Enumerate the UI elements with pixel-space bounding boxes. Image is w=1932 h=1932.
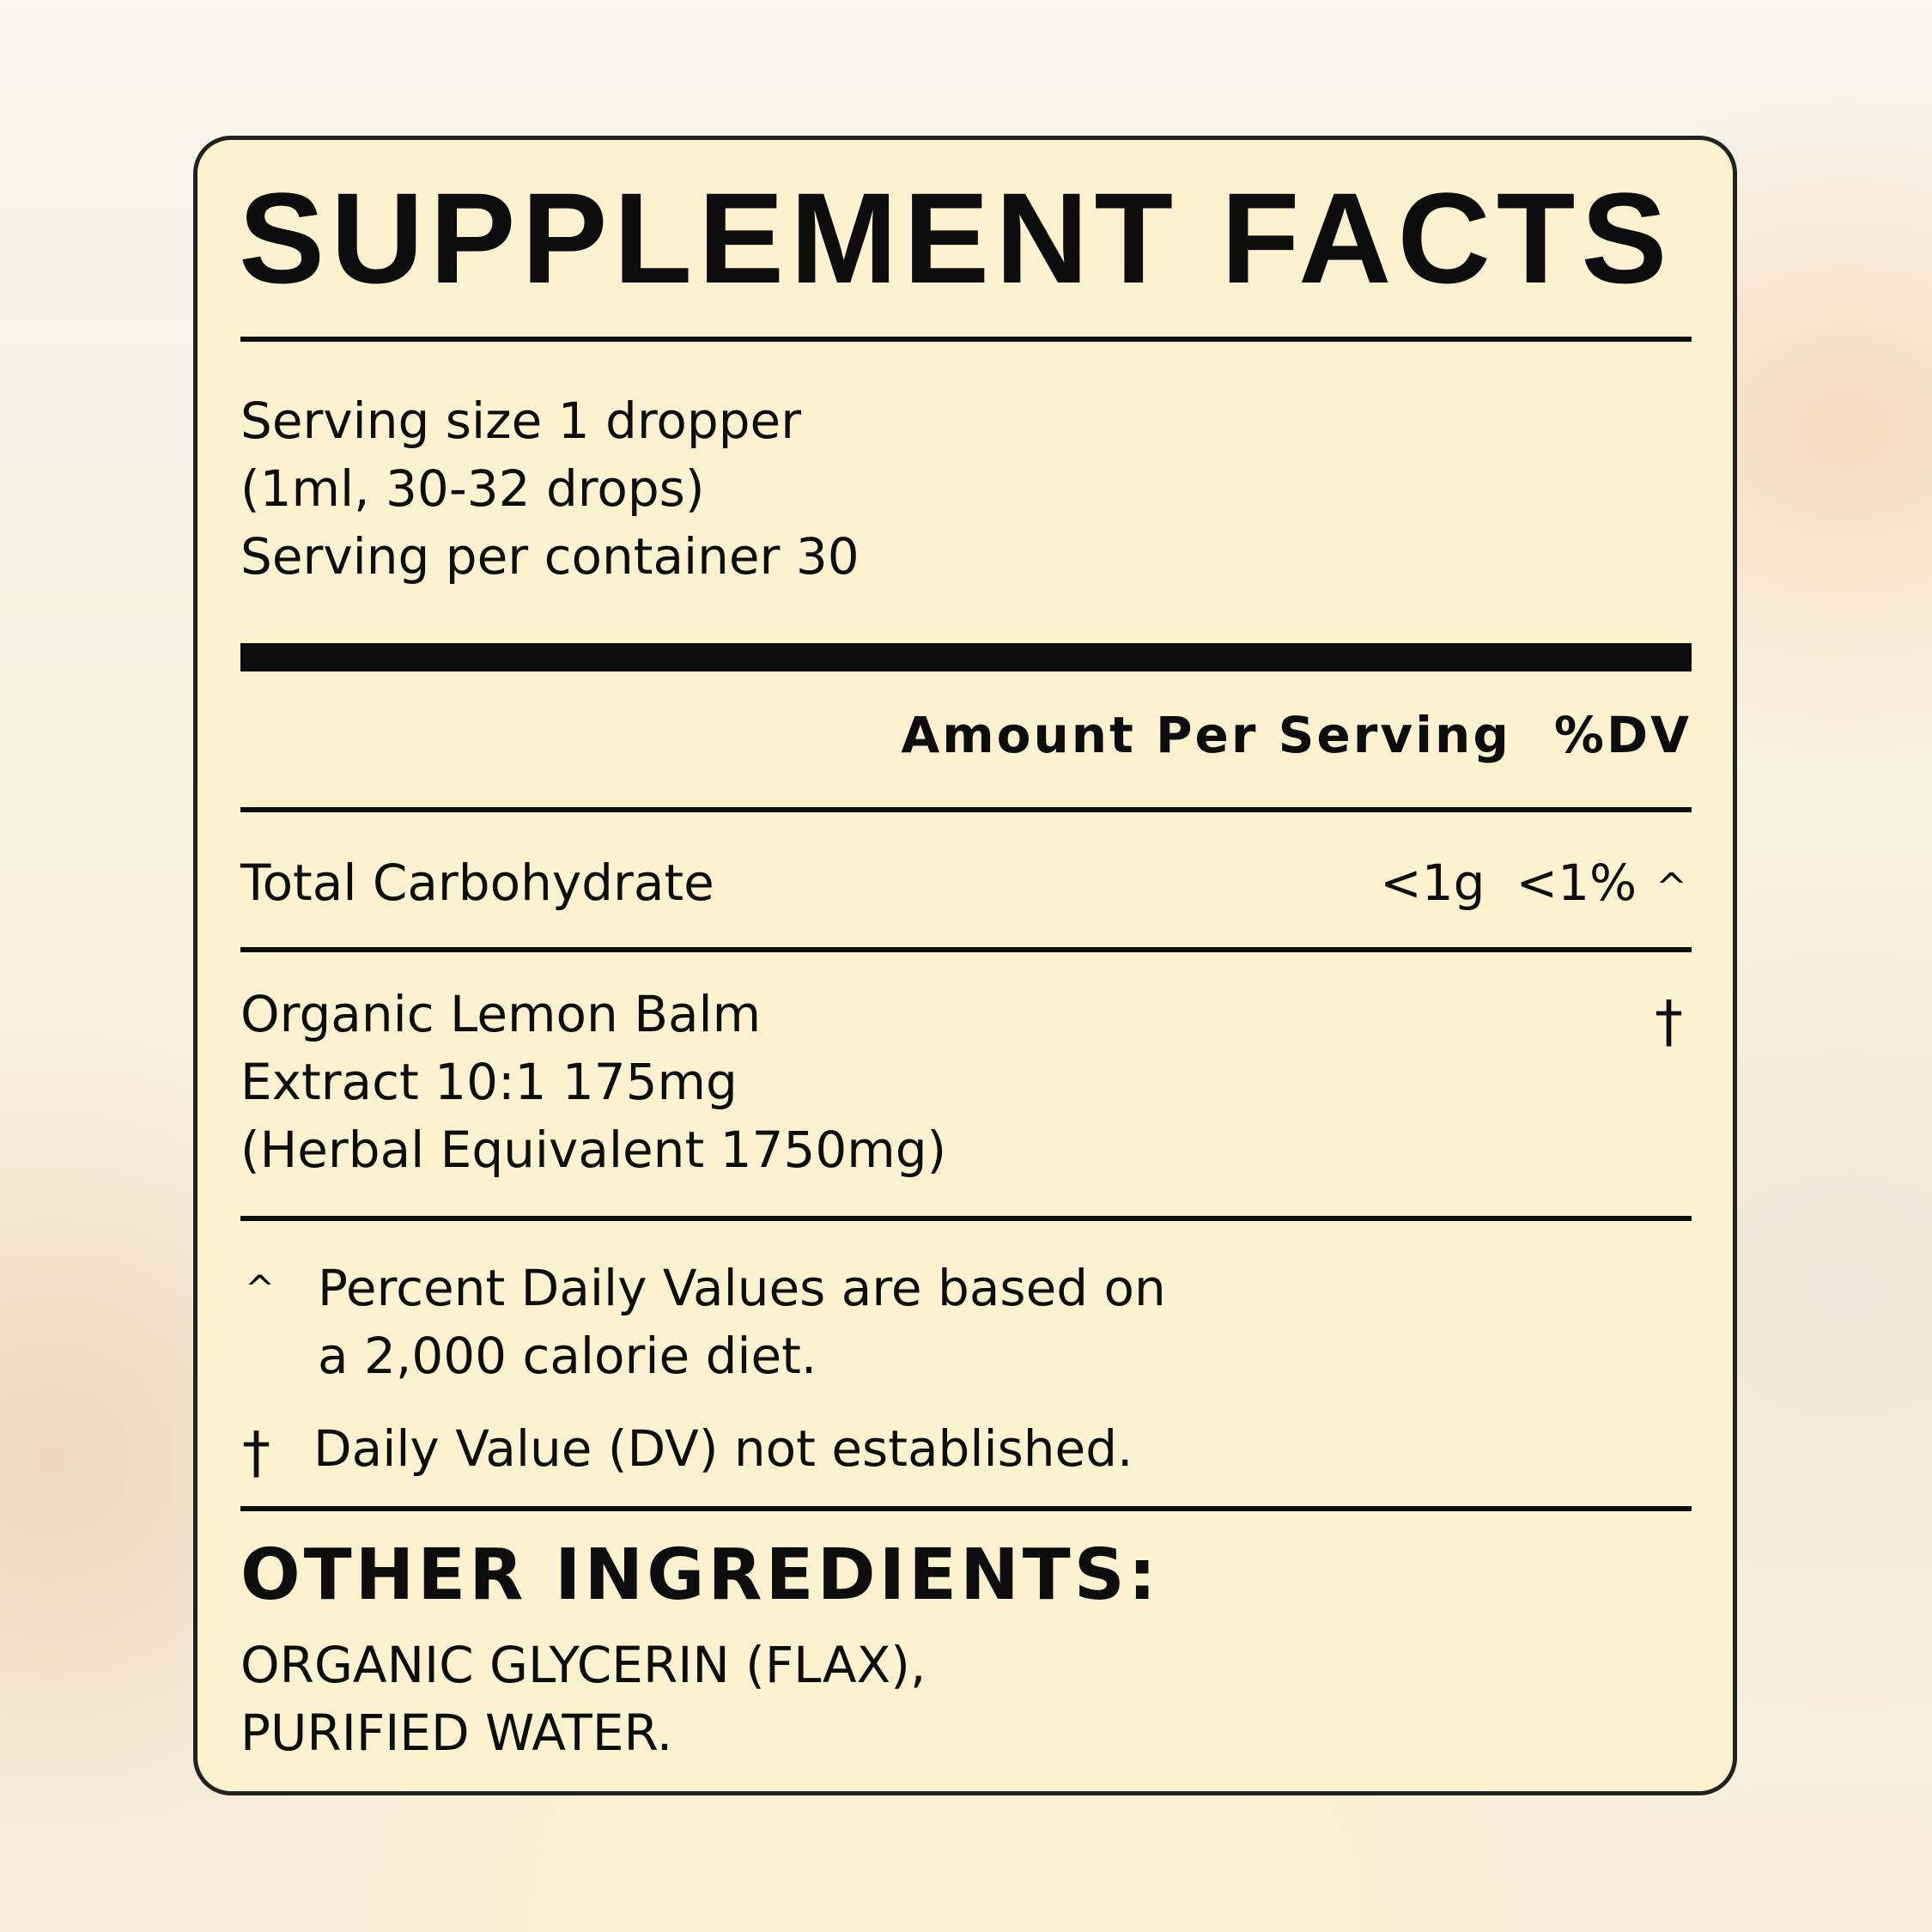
divider xyxy=(240,947,1692,952)
serving-size-detail: (1ml, 30-32 drops) xyxy=(240,459,705,518)
ingredient-row: Organic Lemon Balm Extract 10:1 175mg (H… xyxy=(240,981,946,1184)
ingredient-line: Extract 10:1 175mg xyxy=(240,1053,738,1111)
divider xyxy=(240,1506,1692,1511)
row-amount: <1g xyxy=(1380,854,1485,912)
column-header: Amount Per Serving %DV xyxy=(901,702,1692,769)
footnote-dagger: † xyxy=(242,1419,270,1485)
other-ingredients-heading: OTHER INGREDIENTS: xyxy=(240,1534,1160,1616)
dagger-mark: † xyxy=(1655,988,1683,1054)
amount-per-serving-header: Amount Per Serving xyxy=(901,706,1511,764)
divider xyxy=(240,1216,1692,1221)
footnote-line: Percent Daily Values are based on xyxy=(318,1259,1166,1317)
ingredient-line: Organic Lemon Balm xyxy=(240,985,762,1043)
footnote-line: Daily Value (DV) not established. xyxy=(313,1419,1133,1478)
serving-size: Serving size 1 dropper xyxy=(240,392,802,450)
caret-mark: ^ xyxy=(1656,866,1687,909)
footnote-dv: Percent Daily Values are based on a 2,00… xyxy=(318,1255,1166,1390)
servings-per-container: Serving per container 30 xyxy=(240,527,860,586)
other-ingredient-line: PURIFIED WATER. xyxy=(240,1704,673,1762)
divider xyxy=(240,807,1692,812)
dv-header: %DV xyxy=(1553,706,1692,764)
row-values: <1g <1% ^ xyxy=(1380,849,1687,921)
ingredient-line: (Herbal Equivalent 1750mg) xyxy=(240,1121,947,1179)
supplement-facts-panel xyxy=(193,136,1737,1795)
serving-info: Serving size 1 dropper (1ml, 30-32 drops… xyxy=(240,387,860,591)
row-name: Total Carbohydrate xyxy=(240,854,714,912)
footnote-caret: ^ xyxy=(245,1267,276,1309)
other-ingredients-list: ORGANIC GLYCERIN (FLAX), PURIFIED WATER. xyxy=(240,1631,926,1767)
divider xyxy=(240,337,1692,342)
row-dv: <1% xyxy=(1516,854,1637,912)
footnote-line: a 2,000 calorie diet. xyxy=(318,1327,817,1385)
thick-divider xyxy=(240,643,1692,671)
panel-title: SUPPLEMENT FACTS xyxy=(239,166,1674,310)
other-ingredient-line: ORGANIC GLYCERIN (FLAX), xyxy=(240,1636,927,1694)
